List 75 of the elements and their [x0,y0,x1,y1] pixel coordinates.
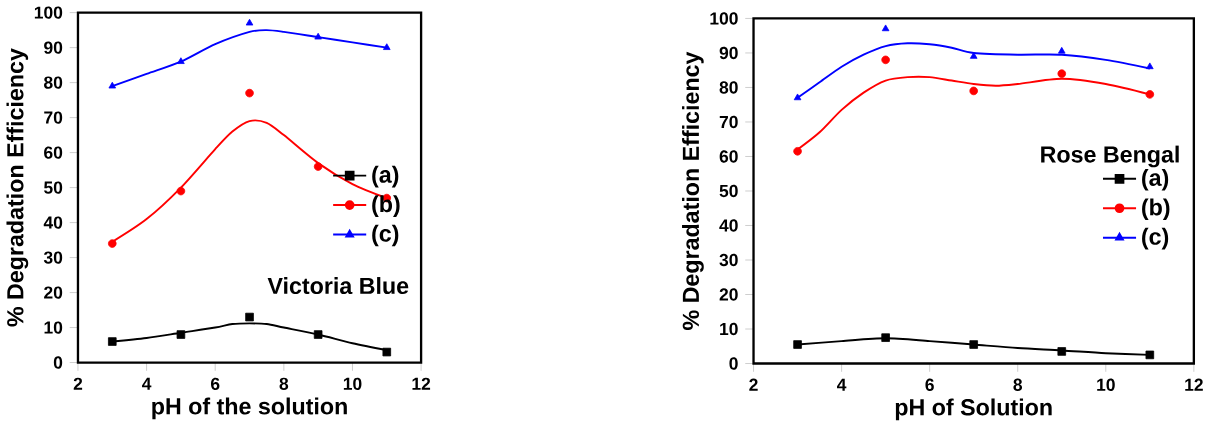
point [793,340,802,350]
point [793,93,802,101]
x-tick-label: 2 [749,378,758,392]
legend-label: (b) [372,195,400,218]
y-axis-title: % Degradation Efficiency [6,48,29,327]
point [313,162,323,172]
y-tick-label: 100 [34,6,63,20]
legend-label: (a) [372,166,399,188]
y-tick-label: 0 [729,357,738,370]
point [1145,350,1155,360]
legend-label: (c) [372,224,399,247]
y-tick-label: 50 [719,185,738,198]
legend-label: (b) [1142,198,1170,221]
point [1057,69,1067,79]
y-tick-label: 30 [43,251,63,264]
x-tick-label: 8 [279,377,289,391]
x-tick-label: 4 [837,378,847,391]
point [313,330,323,340]
x-tick-label: 10 [343,377,362,391]
y-tick-label: 90 [719,46,738,60]
x-tick-label: 6 [211,377,220,391]
y-tick-label: 60 [719,150,738,163]
legend-label: (a) [1142,169,1169,191]
legend-title: Rose Bengal [1041,145,1179,168]
point [1146,62,1154,70]
point [245,89,254,98]
y-tick-label: 80 [44,76,63,89]
y-tick-label: 40 [43,216,63,229]
point [383,43,391,51]
y-tick-label: 20 [44,286,63,299]
point [969,52,978,59]
x-tick-label: 6 [925,378,934,392]
point [108,337,117,347]
x-tick-label: 10 [1097,378,1115,392]
point [1145,90,1155,99]
point [1057,347,1067,356]
x-tick-label: 4 [142,377,152,390]
x-tick-label: 12 [1185,378,1203,392]
y-tick-label: 90 [44,41,63,54]
point [1058,47,1066,54]
point [793,147,802,156]
annotation: Victoria Blue [267,277,409,295]
y-tick-label: 10 [44,321,63,334]
point [881,24,890,32]
y-axis-title: % Degradation Efficiency [682,51,704,331]
x-axis-title: pH of the solution [152,397,347,420]
y-tick-label: 80 [719,81,738,94]
y-tick-label: 50 [44,181,63,194]
y-tick-label: 0 [53,356,63,369]
x-tick-label: 2 [73,377,83,391]
point [314,33,322,40]
point [108,82,117,89]
point [245,313,254,322]
point [177,57,185,65]
point [881,333,890,343]
point [176,330,186,340]
y-tick-label: 70 [719,116,738,129]
point [881,55,890,65]
point [108,239,117,249]
y-tick-label: 30 [719,254,738,267]
y-tick-label: 20 [719,288,738,301]
y-tick-label: 70 [44,111,63,124]
x-tick-label: 8 [1013,378,1023,392]
y-tick-label: 10 [720,323,738,336]
point [176,187,186,196]
y-tick-label: 40 [719,219,738,232]
point [969,340,978,350]
y-tick-label: 60 [44,146,63,159]
point [382,347,392,357]
legend-label: (c) [1142,228,1169,250]
x-tick-label: 12 [412,377,431,391]
point [245,19,254,26]
x-axis-title: pH of Solution [895,398,1052,421]
y-tick-label: 100 [710,12,738,25]
point [969,86,978,96]
